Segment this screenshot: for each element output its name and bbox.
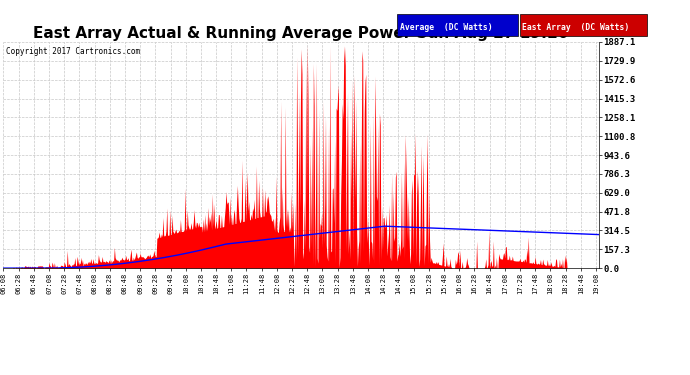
Title: East Array Actual & Running Average Power Sun Aug 27 19:20: East Array Actual & Running Average Powe… [33,26,569,41]
Text: Copyright 2017 Cartronics.com: Copyright 2017 Cartronics.com [6,47,139,56]
Text: Average  (DC Watts): Average (DC Watts) [400,23,492,32]
Text: East Array  (DC Watts): East Array (DC Watts) [522,23,629,32]
